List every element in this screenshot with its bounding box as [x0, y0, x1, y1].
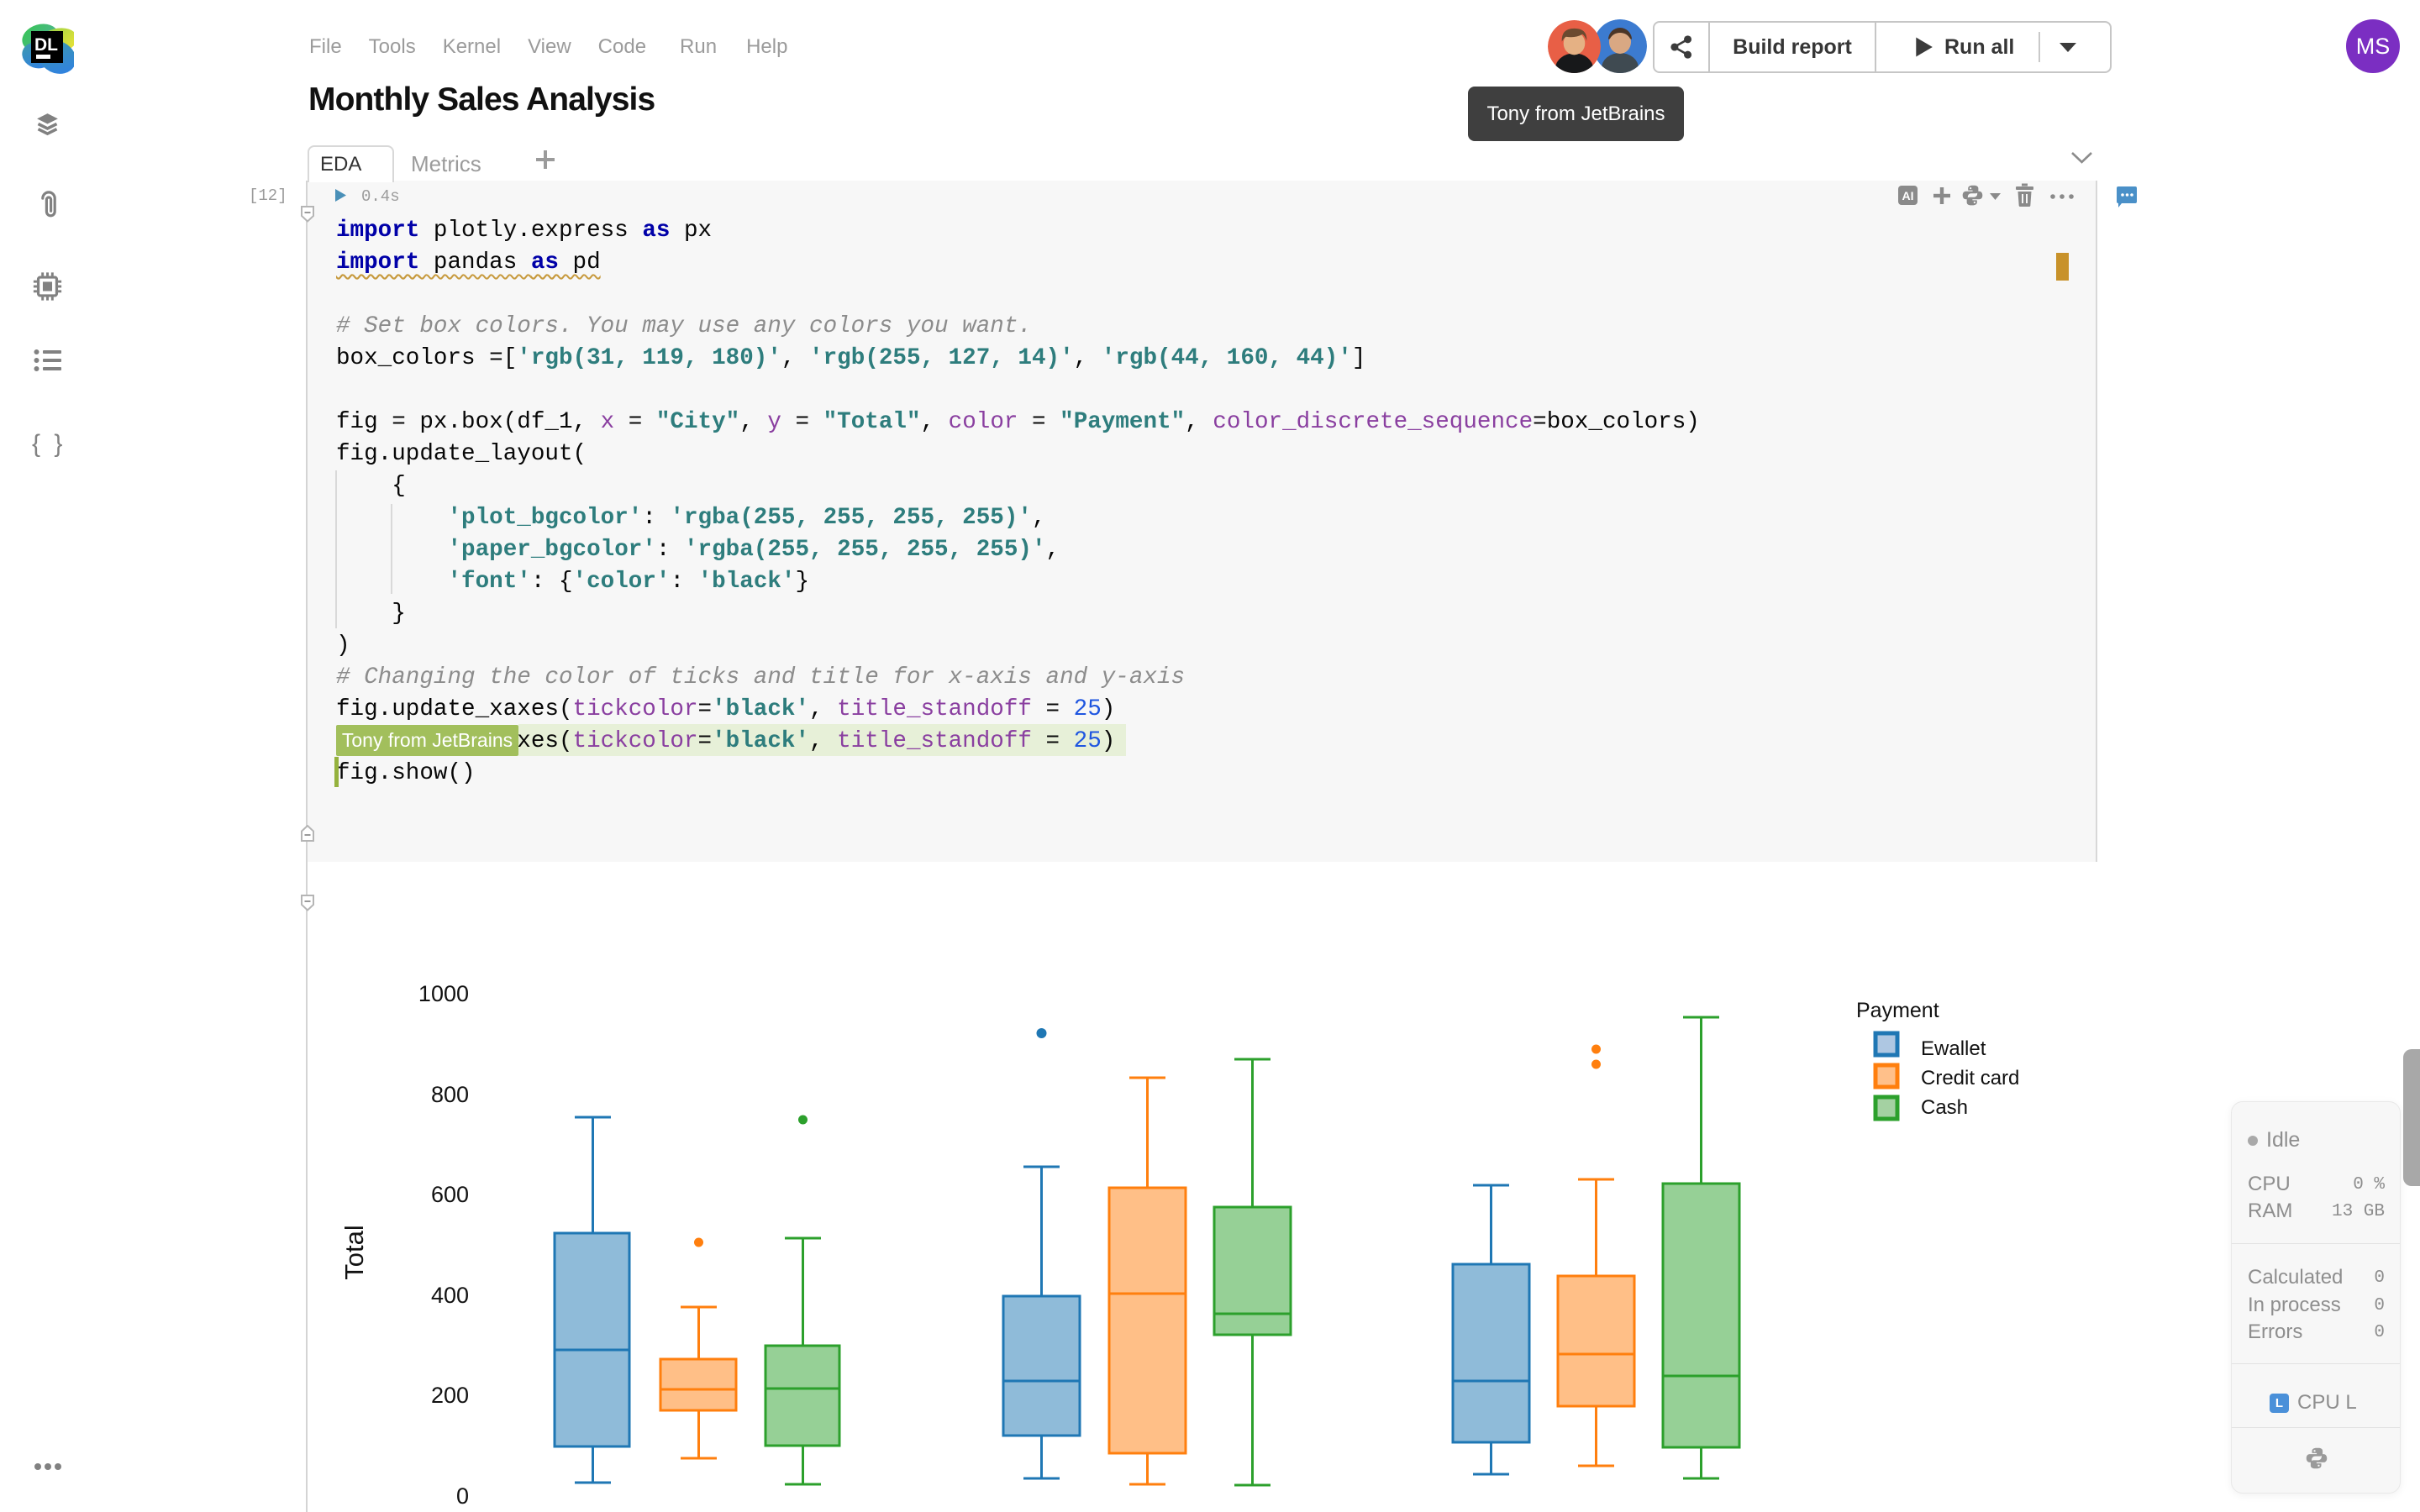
svg-text:DL: DL [34, 35, 58, 55]
svg-text:600: 600 [431, 1182, 469, 1207]
svg-text:Cash: Cash [1921, 1096, 1968, 1119]
svg-text:Ewallet: Ewallet [1921, 1037, 1986, 1060]
svg-text:0: 0 [456, 1483, 469, 1509]
svg-text:Payment: Payment [1856, 999, 1939, 1022]
svg-text:400: 400 [431, 1283, 469, 1308]
svg-text:Credit card: Credit card [1921, 1067, 2019, 1089]
svg-text:800: 800 [431, 1082, 469, 1107]
svg-text:Total: Total [339, 1225, 369, 1279]
svg-text:1000: 1000 [418, 981, 469, 1006]
svg-text:200: 200 [431, 1383, 469, 1408]
